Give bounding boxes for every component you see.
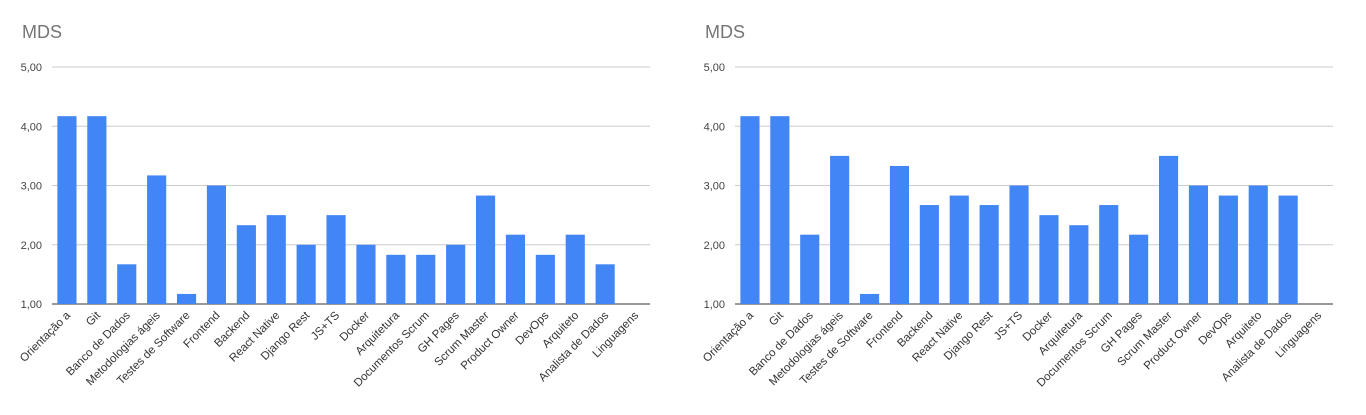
bar: [595, 264, 615, 304]
bar: [830, 155, 850, 304]
chart-left: MDS 1,00 2,00 3,00 4,00 5,00 Orientação a Git B…: [18, 22, 650, 390]
bar: [1158, 155, 1179, 304]
bar: [1069, 225, 1089, 304]
bar: [1039, 215, 1059, 304]
bar: [266, 215, 286, 304]
bar: [859, 293, 880, 304]
bar: [87, 116, 107, 305]
bar: [949, 195, 969, 304]
chart-title: MDS: [22, 22, 62, 42]
bar: [176, 293, 197, 304]
bar: [1009, 185, 1029, 304]
bar: [1248, 185, 1268, 304]
bar: [117, 264, 137, 304]
chart-right: MDS 1,00 2,00 3,00 4,00 5,00 Orientação a Git B…: [683, 0, 1366, 415]
bar: [57, 116, 77, 305]
bar: [446, 244, 466, 304]
x-tick-label: Orientação a: [701, 309, 756, 364]
bar: [147, 175, 167, 304]
x-tick-label: Orientação a: [18, 309, 73, 364]
y-tick-label: 4,00: [21, 121, 42, 133]
bar: [1188, 185, 1209, 304]
y-tick-label: 3,00: [21, 181, 42, 193]
bar: [565, 234, 585, 304]
x-tick-label: Git: [84, 309, 103, 328]
bar: [1099, 205, 1119, 304]
y-tick-label: 1,00: [21, 299, 42, 311]
bar: [889, 165, 910, 304]
x-tick-label: JS+TS: [992, 309, 1025, 342]
bar: [206, 185, 227, 304]
y-tick-label: 3,00: [704, 181, 725, 193]
bar: [416, 254, 436, 304]
chart-title: MDS: [705, 22, 745, 42]
bar: [770, 116, 790, 305]
y-tick-label: 5,00: [21, 62, 42, 74]
y-tick-label: 1,00: [704, 299, 725, 311]
x-tick-label: JS+TS: [309, 309, 342, 342]
y-tick-label: 2,00: [21, 240, 42, 252]
bar: [535, 254, 555, 304]
y-tick-label: 2,00: [704, 240, 725, 252]
bar: [475, 195, 496, 304]
bar: [386, 254, 406, 304]
bar: [1129, 234, 1149, 304]
bar: [740, 116, 760, 305]
bar: [356, 244, 376, 304]
bar: [919, 205, 939, 304]
bar: [1278, 195, 1298, 304]
x-tick-label: Git: [767, 309, 786, 328]
y-tick-label: 4,00: [704, 121, 725, 133]
bar: [1218, 195, 1238, 304]
bar: [979, 205, 999, 304]
bar: [800, 234, 820, 304]
y-tick-label: 5,00: [704, 62, 725, 74]
bar: [296, 244, 316, 304]
bar: [505, 234, 526, 304]
bar: [236, 225, 256, 304]
bar: [326, 215, 346, 304]
